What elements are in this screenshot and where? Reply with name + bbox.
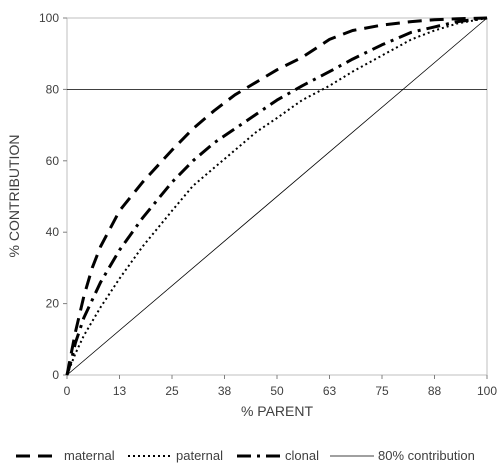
y-tick-label: 0 [52,368,59,382]
y-axis-title: % CONTRIBUTION [6,135,22,258]
series-group [65,16,488,376]
x-axis-ticks: 0 13 25 38 50 63 75 88 100 [64,375,497,398]
y-tick-label: 20 [46,297,60,311]
series-line-80-contribution [66,17,488,376]
legend-label: maternal [64,448,115,463]
x-tick-label: 25 [165,384,179,398]
x-tick-label: 13 [113,384,127,398]
series-line-clonal [65,16,488,376]
y-axis-ticks: 0 20 40 60 80 100 [39,11,67,382]
x-tick-label: 63 [323,384,337,398]
x-tick-label: 75 [375,384,389,398]
series-line-paternal [66,17,488,376]
x-axis-title: % PARENT [241,403,314,419]
legend-label: 80% contribution [378,448,475,463]
x-tick-label: 50 [270,384,284,398]
y-tick-label: 40 [46,225,60,239]
legend-label: paternal [176,448,223,463]
x-tick-label: 38 [218,384,232,398]
y-tick-label: 80 [46,82,60,96]
legend: maternal paternal clonal 80% contribution [16,448,475,463]
x-tick-label: 100 [477,384,497,398]
y-tick-label: 60 [46,154,60,168]
legend-label: clonal [285,448,319,463]
x-tick-label: 88 [428,384,442,398]
x-tick-label: 0 [64,384,71,398]
series-line-maternal [65,16,488,376]
y-tick-label: 100 [39,11,59,25]
